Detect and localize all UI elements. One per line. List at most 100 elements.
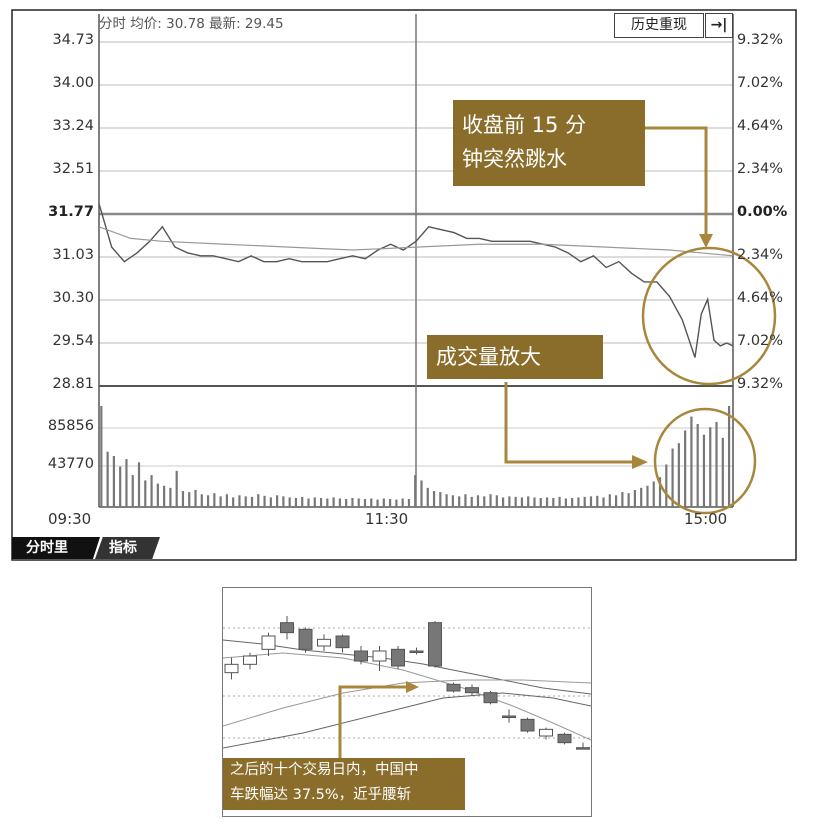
percent-tick-label: 9.32%	[737, 376, 784, 392]
time-tick-label: 11:30	[365, 510, 409, 528]
volume-bar	[420, 480, 423, 507]
kline-annotation-line1: 之后的十个交易日内，中国中	[230, 762, 419, 778]
volume-bar	[106, 451, 109, 507]
volume-bar	[332, 497, 335, 507]
volume-bar	[150, 475, 153, 507]
volume-bar	[470, 496, 473, 507]
volume-bar	[100, 405, 103, 507]
volume-bar	[326, 498, 329, 507]
volume-bar	[257, 494, 260, 507]
history-replay-button[interactable]: 历史重现	[614, 13, 704, 38]
volume-bar	[596, 495, 599, 507]
volume-bar	[276, 495, 279, 507]
candle-body	[224, 663, 239, 674]
drop-highlight-circle	[641, 246, 777, 386]
volume-bar	[696, 424, 699, 507]
tab-timeshare[interactable]: 分时里	[12, 537, 100, 559]
volume-bar	[389, 499, 392, 507]
percent-tick-label: 0.00%	[737, 204, 788, 220]
candle-body	[243, 655, 257, 665]
volume-annotation-box: 成交量放大	[427, 335, 603, 379]
percent-tick-label: 2.34%	[737, 247, 784, 263]
price-tick-label: 30.30	[52, 290, 94, 306]
volume-bar	[539, 497, 542, 507]
volume-bar	[577, 497, 580, 507]
volume-bar	[200, 494, 203, 507]
price-tick-label: 31.77	[48, 204, 94, 220]
percent-tick-label: 9.32%	[737, 32, 784, 48]
volume-bar	[721, 437, 724, 507]
volume-bar	[646, 485, 649, 507]
volume-bar	[564, 498, 567, 507]
volume-bar	[571, 497, 574, 507]
volume-bar	[633, 489, 637, 507]
volume-bar	[225, 494, 228, 507]
kline-inset: 之后的十个交易日内，中国中 车跌幅达 37.5%，近乎腰斩	[222, 587, 592, 817]
candle-body	[391, 648, 405, 667]
percent-tick-label: 2.34%	[737, 161, 784, 177]
volume-bar	[652, 481, 655, 507]
candle-body	[428, 622, 442, 667]
volume-bar	[715, 421, 718, 507]
percent-tick-label: 4.64%	[737, 118, 784, 134]
candle-body	[465, 687, 479, 694]
volume-bar	[137, 462, 141, 507]
volume-bar	[432, 491, 436, 507]
volume-bar	[181, 491, 185, 507]
volume-bar	[495, 495, 498, 507]
volume-bar	[319, 497, 323, 507]
volume-bar	[476, 495, 480, 507]
candle-body	[335, 635, 350, 649]
tab-indicator-label: 指标	[109, 540, 137, 556]
candle-body	[539, 728, 553, 737]
volume-bar	[489, 494, 492, 507]
average-price-line	[98, 226, 734, 257]
volume-bar	[552, 497, 555, 507]
volume-bar	[363, 499, 367, 507]
volume-bar	[702, 434, 706, 507]
volume-bar	[345, 499, 348, 507]
volume-bar	[508, 496, 511, 507]
intraday-chart	[11, 9, 797, 561]
price-tick-label: 31.03	[52, 247, 94, 263]
percent-tick-label: 7.02%	[737, 333, 784, 349]
volume-bar	[608, 494, 611, 507]
volume-bar	[671, 448, 674, 507]
volume-bar	[533, 497, 536, 507]
candle-body	[354, 650, 368, 662]
volume-bar	[219, 496, 222, 507]
candle-body	[261, 635, 276, 650]
volume-bar	[602, 497, 605, 507]
volume-bar	[269, 497, 272, 507]
volume-bar	[250, 496, 254, 507]
jump-to-end-icon[interactable]: →|	[705, 13, 733, 38]
volume-bar	[156, 483, 159, 507]
price-tick-label: 34.00	[52, 75, 94, 91]
candle-body	[446, 683, 461, 692]
volume-bar	[119, 466, 122, 507]
volume-bar	[188, 492, 191, 507]
tab-indicator[interactable]: 指标	[95, 537, 160, 559]
volume-bar	[445, 494, 448, 507]
price-tick-label: 32.51	[52, 161, 94, 177]
volume-bar	[232, 497, 235, 507]
tab-timeshare-label: 分时里	[26, 540, 68, 556]
volume-bar	[558, 496, 561, 507]
volume-bar	[439, 492, 442, 507]
volume-bar	[112, 455, 116, 507]
volume-bar	[464, 494, 467, 507]
candle-body	[409, 650, 424, 653]
kline-annotation-box: 之后的十个交易日内，中国中 车跌幅达 37.5%，近乎腰斩	[223, 758, 465, 810]
volume-bar	[313, 497, 316, 507]
volume-bar	[627, 493, 630, 507]
price-tick-label: 29.54	[52, 333, 94, 349]
volume-bars	[100, 405, 731, 507]
candle-body	[298, 628, 313, 650]
drop-annotation-box: 收盘前 15 分 钟突然跳水	[453, 100, 645, 186]
drop-arrowhead	[699, 234, 713, 248]
kline-candles	[224, 616, 590, 750]
drop-annotation-line1: 收盘前 15 分	[462, 113, 587, 137]
price-tick-label: 28.81	[52, 376, 94, 392]
volume-bar	[401, 498, 404, 507]
moving-average-line	[223, 652, 591, 741]
